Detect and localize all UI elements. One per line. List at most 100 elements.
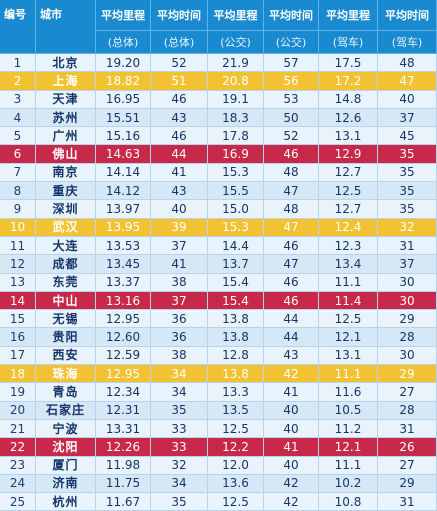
- city-cell: 重庆: [36, 182, 96, 201]
- rank-cell: 14: [0, 291, 36, 311]
- avg-distance-car-cell: 13.1: [319, 127, 378, 146]
- avg-time-bus-cell: 46: [264, 273, 319, 292]
- rank-cell: 16: [0, 328, 36, 347]
- avg-time-overall-cell: 33: [151, 438, 208, 457]
- avg-distance-bus-cell: 13.8: [208, 328, 264, 347]
- subheader-car-distance: (驾车): [319, 31, 378, 54]
- avg-distance-overall-cell: 13.45: [96, 255, 151, 274]
- avg-distance-bus-cell: 15.5: [208, 182, 264, 201]
- avg-time-car-cell: 30: [378, 346, 437, 366]
- avg-time-car-cell: 31: [378, 236, 437, 256]
- avg-distance-bus-cell: 19.1: [208, 90, 264, 109]
- avg-distance-car-cell: 14.8: [319, 90, 378, 109]
- avg-distance-bus-cell: 13.8: [208, 310, 264, 329]
- avg-distance-car-cell: 10.5: [319, 401, 378, 420]
- avg-distance-bus-cell: 17.8: [208, 127, 264, 146]
- city-cell: 深圳: [36, 200, 96, 219]
- avg-time-car-cell: 35: [378, 145, 437, 164]
- rank-cell: 19: [0, 383, 36, 402]
- avg-time-overall-cell: 38: [151, 346, 208, 366]
- city-cell: 北京: [36, 54, 96, 73]
- avg-distance-bus-cell: 13.5: [208, 401, 264, 420]
- avg-time-car-cell: 28: [378, 401, 437, 420]
- avg-time-bus-cell: 42: [264, 474, 319, 494]
- avg-distance-car-cell: 13.1: [319, 346, 378, 366]
- city-cell: 杭州: [36, 493, 96, 511]
- avg-time-car-cell: 48: [378, 54, 437, 73]
- city-cell: 广州: [36, 127, 96, 146]
- avg-time-overall-cell: 37: [151, 291, 208, 311]
- avg-time-car-cell: 26: [378, 438, 437, 457]
- avg-distance-overall-cell: 13.53: [96, 236, 151, 256]
- avg-time-bus-cell: 44: [264, 328, 319, 347]
- city-cell: 济南: [36, 474, 96, 494]
- avg-distance-overall-cell: 14.63: [96, 145, 151, 164]
- city-cell: 贵阳: [36, 328, 96, 347]
- avg-time-car-cell: 35: [378, 163, 437, 183]
- avg-distance-bus-cell: 14.4: [208, 236, 264, 256]
- table-row: 9 深圳 13.97 40 15.0 48 12.7 35: [0, 200, 437, 219]
- avg-time-bus-cell: 44: [264, 310, 319, 329]
- rank-cell: 2: [0, 72, 36, 91]
- rank-cell: 10: [0, 218, 36, 237]
- avg-time-car-cell: 35: [378, 182, 437, 201]
- avg-distance-overall-cell: 12.31: [96, 401, 151, 420]
- avg-time-car-cell: 37: [378, 255, 437, 274]
- table-row: 24 济南 11.75 34 13.6 42 10.2 29: [0, 474, 437, 494]
- header-avg-distance-overall: 平均里程: [96, 0, 151, 31]
- avg-distance-overall-cell: 14.14: [96, 163, 151, 183]
- avg-distance-overall-cell: 13.95: [96, 218, 151, 237]
- header-avg-time-bus: 平均时间: [264, 0, 319, 31]
- avg-time-bus-cell: 42: [264, 493, 319, 511]
- avg-time-overall-cell: 51: [151, 72, 208, 91]
- avg-time-car-cell: 29: [378, 474, 437, 494]
- avg-distance-car-cell: 10.2: [319, 474, 378, 494]
- avg-time-bus-cell: 41: [264, 383, 319, 402]
- avg-distance-bus-cell: 13.8: [208, 365, 264, 384]
- avg-distance-bus-cell: 12.0: [208, 456, 264, 475]
- table-header: 编号 城市 平均里程 平均时间 平均里程 平均时间 平均里程 平均时间 (总体)…: [0, 0, 437, 54]
- rank-cell: 1: [0, 54, 36, 73]
- header-avg-distance-car: 平均里程: [319, 0, 378, 31]
- avg-time-overall-cell: 41: [151, 163, 208, 183]
- avg-distance-car-cell: 12.7: [319, 163, 378, 183]
- avg-distance-bus-cell: 13.3: [208, 383, 264, 402]
- avg-distance-bus-cell: 12.5: [208, 493, 264, 511]
- subheader-car-time: (驾车): [378, 31, 437, 54]
- city-cell: 厦门: [36, 456, 96, 475]
- avg-distance-car-cell: 12.9: [319, 145, 378, 164]
- header-avg-time-car: 平均时间: [378, 0, 437, 31]
- avg-distance-bus-cell: 12.5: [208, 419, 264, 439]
- city-cell: 成都: [36, 255, 96, 274]
- table-row: 5 广州 15.16 46 17.8 52 13.1 45: [0, 127, 437, 146]
- avg-distance-overall-cell: 15.16: [96, 127, 151, 146]
- avg-distance-bus-cell: 21.9: [208, 54, 264, 73]
- rank-cell: 6: [0, 145, 36, 164]
- rank-cell: 9: [0, 200, 36, 219]
- avg-time-car-cell: 45: [378, 127, 437, 146]
- avg-time-car-cell: 29: [378, 365, 437, 384]
- city-cell: 石家庄: [36, 401, 96, 420]
- avg-distance-bus-cell: 13.6: [208, 474, 264, 494]
- avg-time-bus-cell: 42: [264, 365, 319, 384]
- avg-distance-overall-cell: 12.60: [96, 328, 151, 347]
- rank-cell: 4: [0, 108, 36, 128]
- subheader-overall-distance: (总体): [96, 31, 151, 54]
- avg-time-car-cell: 30: [378, 291, 437, 311]
- header-rank: 编号: [0, 0, 36, 54]
- avg-distance-overall-cell: 12.26: [96, 438, 151, 457]
- subheader-bus-distance: (公交): [208, 31, 264, 54]
- city-cell: 大连: [36, 236, 96, 256]
- rank-cell: 22: [0, 438, 36, 457]
- avg-time-overall-cell: 32: [151, 456, 208, 475]
- avg-time-overall-cell: 35: [151, 493, 208, 511]
- avg-time-overall-cell: 40: [151, 200, 208, 219]
- city-cell: 西安: [36, 346, 96, 366]
- avg-distance-overall-cell: 16.95: [96, 90, 151, 109]
- avg-distance-bus-cell: 16.9: [208, 145, 264, 164]
- avg-distance-overall-cell: 12.34: [96, 383, 151, 402]
- avg-time-overall-cell: 41: [151, 255, 208, 274]
- avg-distance-bus-cell: 15.4: [208, 291, 264, 311]
- avg-distance-bus-cell: 18.3: [208, 108, 264, 128]
